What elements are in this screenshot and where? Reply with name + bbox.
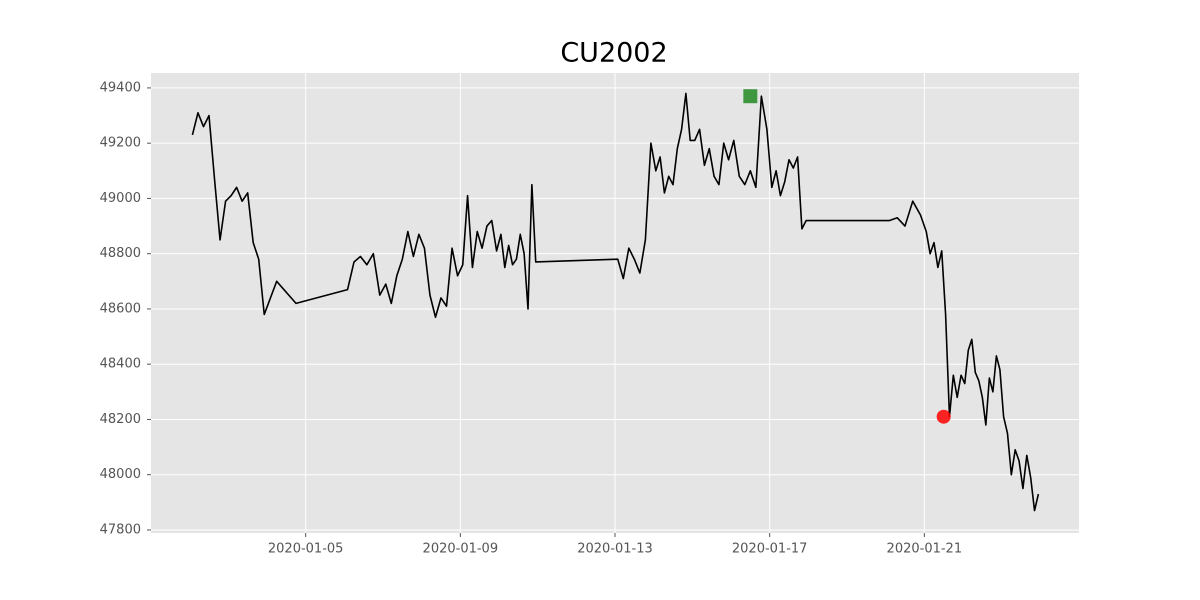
y-tick-label: 49000 xyxy=(100,191,141,206)
y-tick-label: 48200 xyxy=(100,412,141,427)
signal-marker xyxy=(743,89,758,104)
signal-marker xyxy=(936,409,951,424)
y-tick-label: 48600 xyxy=(100,301,141,316)
y-tick-label: 48000 xyxy=(100,467,141,482)
y-tick-label: 49200 xyxy=(100,136,141,151)
marks xyxy=(191,89,1040,512)
x-tick-label: 2020-01-17 xyxy=(732,542,808,557)
x-tick-label: 2020-01-13 xyxy=(577,542,653,557)
price-line xyxy=(191,92,1040,512)
y-tick-label: 48400 xyxy=(100,357,141,372)
y-tick-label: 48800 xyxy=(100,246,141,261)
y-tick-label: 49400 xyxy=(100,80,141,95)
x-tick-label: 2020-01-05 xyxy=(268,542,344,557)
y-tick-label: 47800 xyxy=(100,522,141,537)
grid xyxy=(151,73,1079,533)
chart-title: CU2002 xyxy=(560,38,667,69)
x-tick-label: 2020-01-09 xyxy=(423,542,499,557)
x-tick-label: 2020-01-21 xyxy=(887,542,963,557)
